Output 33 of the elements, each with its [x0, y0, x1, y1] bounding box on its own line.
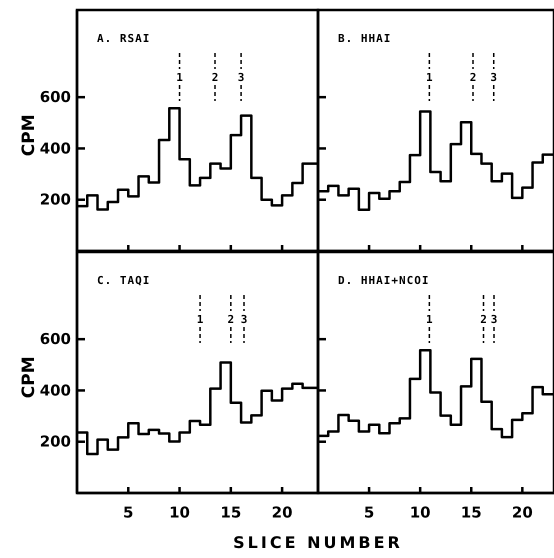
- annotation: 3: [490, 71, 498, 84]
- annotation: 1: [176, 71, 184, 84]
- annotation: 1: [426, 71, 434, 84]
- y-tick-label: 600: [40, 88, 71, 106]
- x-tick-label: 15: [460, 504, 482, 522]
- annotation: 2: [480, 313, 487, 326]
- y-tick-label: 400: [40, 381, 71, 400]
- x-tick-label: 20: [512, 504, 533, 522]
- x-tick-label: 5: [123, 504, 134, 522]
- y-axis-title: CPM: [19, 114, 39, 156]
- text: C. TAQI: [97, 274, 150, 287]
- x-axis-title: SLICE NUMBER: [233, 533, 403, 552]
- annotation: 2: [228, 313, 234, 326]
- x-tick-label: 10: [169, 504, 190, 522]
- text: A. RSAI: [97, 32, 150, 45]
- y-tick-label: 200: [40, 190, 71, 209]
- annotation: 2: [212, 71, 218, 84]
- text: D. HHAI+NCOI: [338, 274, 430, 287]
- annotation: 3: [238, 71, 244, 84]
- y-tick-label: 400: [40, 139, 71, 158]
- annotation: 3: [240, 313, 248, 326]
- annotation: 1: [426, 313, 434, 326]
- x-tick-label: 15: [220, 504, 242, 522]
- x-tick-label: 20: [272, 504, 293, 522]
- annotation: 1: [196, 313, 204, 326]
- x-tick-label: 5: [364, 504, 374, 522]
- annotation: 3: [490, 313, 498, 326]
- y-tick-label: 200: [40, 432, 71, 451]
- text: B. HHAI: [338, 32, 392, 45]
- x-tick-label: 10: [410, 504, 431, 522]
- y-tick-label: 600: [40, 330, 71, 348]
- y-axis-title: CPM: [19, 356, 39, 398]
- annotation: 2: [470, 71, 476, 84]
